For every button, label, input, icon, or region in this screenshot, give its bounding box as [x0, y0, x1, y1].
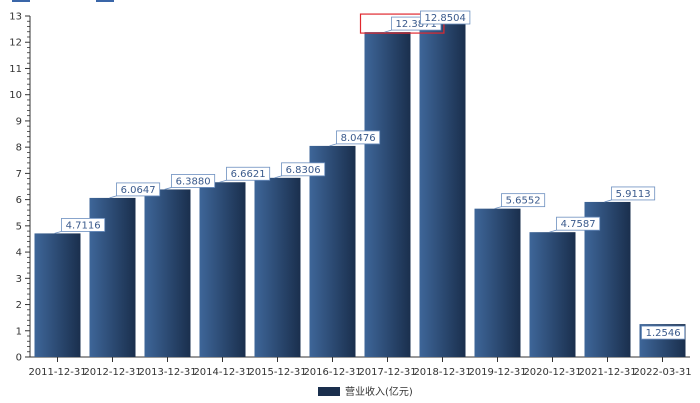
bar[interactable]: [529, 232, 576, 357]
bar[interactable]: [419, 19, 466, 357]
bar[interactable]: [309, 145, 356, 357]
bar[interactable]: [144, 189, 191, 357]
data-label-connector: [274, 175, 282, 179]
data-label: 4.7116: [66, 220, 101, 231]
y-tick-label: 11: [9, 64, 22, 75]
data-label-box: [501, 193, 546, 208]
data-label-box: [611, 186, 656, 201]
x-tick-label: 2022-03-31: [633, 367, 691, 378]
data-label: 5.9113: [616, 189, 651, 200]
data-label-box: [281, 162, 326, 177]
data-label: 4.7587: [561, 219, 596, 230]
x-tick-label: 2017-12-31: [358, 367, 416, 378]
data-label-box: [556, 216, 601, 231]
legend[interactable]: 营业收入(亿元): [318, 385, 413, 398]
data-label-box: [171, 174, 216, 188]
x-tick-label: 2016-12-31: [303, 367, 361, 378]
y-tick-label: 3: [16, 274, 22, 285]
x-tick-label: 2020-12-31: [523, 367, 581, 378]
y-tick-label: 6: [16, 195, 22, 206]
data-labels: 4.7116 6.0647 6.3880 6.6621 6.8306 8.0476 12.3…: [54, 10, 686, 340]
data-label: 5.6552: [506, 196, 541, 207]
bar[interactable]: [34, 233, 81, 357]
data-label-box: [641, 325, 686, 340]
y-tick-label: 10: [9, 90, 22, 101]
bar[interactable]: [364, 32, 411, 357]
y-tick-label: 2: [16, 300, 22, 311]
y-tick-label: 9: [16, 116, 22, 127]
x-tick-label: 2015-12-31: [248, 367, 306, 378]
x-tick-label: 2019-12-31: [468, 367, 526, 378]
x-tick-label: 2013-12-31: [138, 367, 196, 378]
x-tick-label: 2011-12-31: [28, 367, 86, 378]
y-tick-label: 7: [16, 169, 22, 180]
data-label-connector: [604, 199, 612, 203]
y-tick-label: 5: [16, 221, 22, 232]
data-label-connector: [54, 231, 62, 234]
x-tick-label: 2014-12-31: [193, 367, 251, 378]
y-tick-label: 0: [16, 353, 22, 364]
data-label-box: [61, 218, 106, 232]
data-label: 12.3871: [396, 19, 437, 30]
data-label-connector: [384, 29, 392, 33]
data-label-connector: [329, 143, 337, 147]
y-tick-label: 13: [9, 12, 22, 23]
bar[interactable]: [474, 208, 521, 357]
top-partial-legend: [12, 0, 114, 2]
bar-series: [34, 19, 686, 357]
data-label-connector: [109, 195, 117, 199]
data-label: 1.2546: [646, 328, 681, 339]
data-label-box: [336, 130, 381, 145]
data-label-connector: [494, 206, 502, 210]
data-label-box: [226, 166, 271, 181]
data-label: 6.8306: [286, 165, 321, 176]
x-tick-label: 2018-12-31: [413, 367, 471, 378]
data-label: 6.3880: [176, 176, 211, 187]
data-label-connector: [549, 229, 557, 233]
data-label-box: [116, 182, 161, 197]
legend-swatch: [318, 387, 340, 396]
x-tick-label: 2012-12-31: [83, 367, 141, 378]
data-label-box: [420, 10, 471, 25]
legend-label: 营业收入(亿元): [345, 385, 413, 398]
bar[interactable]: [254, 177, 301, 357]
y-tick-label: 4: [16, 248, 22, 259]
x-axis: 2011-12-312012-12-312013-12-312014-12-31…: [28, 356, 692, 378]
y-tick-label: 1: [16, 326, 22, 337]
y-tick-label: 8: [16, 143, 22, 154]
y-tick-label: 12: [9, 38, 22, 49]
data-label: 6.0647: [121, 185, 156, 196]
data-label: 8.0476: [341, 133, 376, 144]
data-label-connector: [219, 179, 227, 183]
x-tick-label: 2021-12-31: [578, 367, 636, 378]
bar[interactable]: [199, 182, 246, 357]
data-label-connector: [164, 187, 172, 190]
data-label: 12.8504: [425, 13, 466, 24]
data-label: 6.6621: [231, 169, 266, 180]
